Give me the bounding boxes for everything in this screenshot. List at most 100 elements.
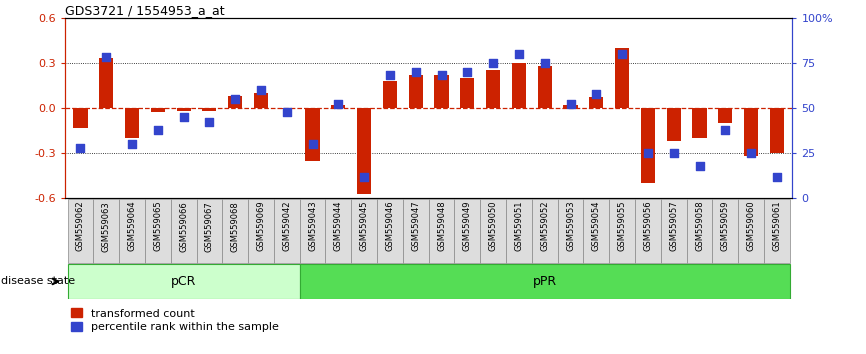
FancyBboxPatch shape: [326, 199, 352, 263]
Point: [770, 174, 784, 179]
Bar: [615, 48, 630, 108]
Bar: [332, 105, 346, 108]
Text: GSM559043: GSM559043: [308, 201, 317, 251]
Point: [744, 150, 758, 156]
Point: [461, 69, 475, 75]
FancyBboxPatch shape: [481, 199, 506, 263]
FancyBboxPatch shape: [661, 199, 687, 263]
FancyBboxPatch shape: [403, 199, 429, 263]
FancyBboxPatch shape: [506, 199, 532, 263]
FancyBboxPatch shape: [713, 199, 738, 263]
Bar: [538, 66, 552, 108]
Bar: [177, 108, 191, 111]
Point: [693, 163, 707, 169]
FancyBboxPatch shape: [429, 199, 455, 263]
Bar: [203, 108, 216, 111]
Point: [564, 102, 578, 107]
Text: GSM559064: GSM559064: [127, 201, 137, 251]
Text: GSM559066: GSM559066: [179, 201, 188, 252]
Point: [229, 96, 242, 102]
Text: GSM559059: GSM559059: [721, 201, 730, 251]
Text: GSM559056: GSM559056: [643, 201, 652, 251]
Text: GSM559067: GSM559067: [205, 201, 214, 252]
Text: pPR: pPR: [533, 275, 557, 288]
Bar: [641, 108, 655, 183]
Text: GSM559049: GSM559049: [462, 201, 472, 251]
FancyBboxPatch shape: [455, 199, 481, 263]
Bar: [667, 108, 681, 141]
FancyBboxPatch shape: [223, 199, 248, 263]
Bar: [460, 78, 475, 108]
Bar: [254, 93, 268, 108]
FancyBboxPatch shape: [197, 199, 223, 263]
Point: [512, 51, 526, 57]
FancyBboxPatch shape: [274, 199, 300, 263]
Point: [615, 51, 629, 57]
Text: GSM559051: GSM559051: [514, 201, 523, 251]
Bar: [151, 108, 165, 113]
Point: [590, 91, 604, 96]
FancyBboxPatch shape: [300, 199, 326, 263]
Point: [100, 55, 113, 60]
Point: [177, 114, 191, 120]
Bar: [74, 108, 87, 127]
Point: [486, 60, 500, 66]
Point: [332, 102, 346, 107]
Legend: transformed count, percentile rank within the sample: transformed count, percentile rank withi…: [70, 308, 278, 332]
Point: [280, 109, 294, 114]
Bar: [512, 63, 526, 108]
Text: GSM559062: GSM559062: [76, 201, 85, 251]
Bar: [409, 75, 423, 108]
Text: pCR: pCR: [171, 275, 197, 288]
FancyBboxPatch shape: [532, 199, 558, 263]
Text: GSM559047: GSM559047: [411, 201, 420, 251]
Bar: [280, 108, 294, 109]
Point: [719, 127, 733, 132]
Text: GSM559063: GSM559063: [101, 201, 111, 252]
FancyBboxPatch shape: [145, 199, 171, 263]
FancyBboxPatch shape: [377, 199, 403, 263]
Bar: [99, 58, 113, 108]
FancyBboxPatch shape: [352, 199, 377, 263]
Text: GSM559060: GSM559060: [746, 201, 756, 251]
Text: GSM559048: GSM559048: [437, 201, 446, 251]
Bar: [383, 81, 397, 108]
FancyBboxPatch shape: [687, 199, 713, 263]
Point: [203, 120, 216, 125]
Text: GSM559054: GSM559054: [591, 201, 601, 251]
Bar: [486, 70, 501, 108]
Text: GSM559065: GSM559065: [153, 201, 162, 251]
Text: GSM559052: GSM559052: [540, 201, 549, 251]
Point: [254, 87, 268, 93]
Point: [358, 174, 372, 179]
Point: [538, 60, 552, 66]
FancyBboxPatch shape: [68, 264, 300, 299]
FancyBboxPatch shape: [558, 199, 584, 263]
Text: GSM559057: GSM559057: [669, 201, 678, 251]
Point: [641, 150, 655, 156]
Bar: [770, 108, 784, 153]
FancyBboxPatch shape: [610, 199, 635, 263]
Bar: [718, 108, 733, 123]
FancyBboxPatch shape: [738, 199, 764, 263]
Text: GSM559045: GSM559045: [359, 201, 369, 251]
Text: GDS3721 / 1554953_a_at: GDS3721 / 1554953_a_at: [65, 4, 224, 17]
FancyBboxPatch shape: [635, 199, 661, 263]
Text: GSM559046: GSM559046: [385, 201, 395, 251]
FancyBboxPatch shape: [171, 199, 197, 263]
Text: GSM559068: GSM559068: [230, 201, 240, 252]
Text: disease state: disease state: [1, 276, 75, 286]
Bar: [564, 105, 578, 108]
Bar: [125, 108, 139, 138]
Text: GSM559058: GSM559058: [695, 201, 704, 251]
Bar: [589, 97, 604, 108]
Point: [383, 73, 397, 78]
Bar: [228, 96, 242, 108]
Text: GSM559042: GSM559042: [282, 201, 291, 251]
FancyBboxPatch shape: [764, 199, 790, 263]
Point: [306, 141, 320, 147]
FancyBboxPatch shape: [68, 199, 94, 263]
FancyBboxPatch shape: [300, 264, 790, 299]
Text: GSM559044: GSM559044: [334, 201, 343, 251]
Text: GSM559055: GSM559055: [617, 201, 627, 251]
